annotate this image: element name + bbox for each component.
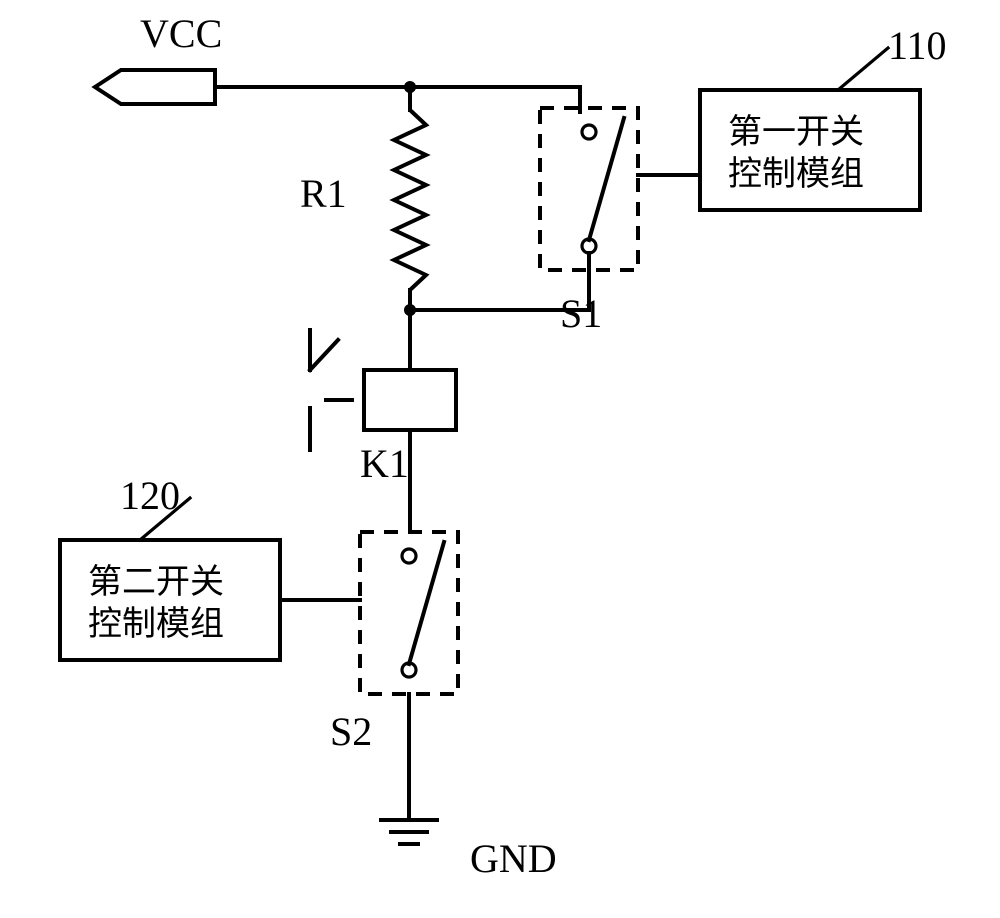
label-s1: S1 — [560, 290, 602, 337]
ref-120: 120 — [120, 472, 180, 519]
label-vcc: VCC — [140, 10, 222, 57]
relay-k1-coil-icon — [364, 370, 456, 430]
resistor-r1-icon — [394, 110, 426, 290]
ref-110: 110 — [888, 22, 947, 69]
label-k1: K1 — [360, 440, 409, 487]
label-gnd: GND — [470, 835, 557, 882]
vcc-tag-icon — [95, 70, 215, 104]
box2-line2: 控制模组 — [88, 596, 224, 645]
label-r1: R1 — [300, 170, 347, 217]
label-s2: S2 — [330, 708, 372, 755]
box1-line2: 控制模组 — [728, 146, 864, 195]
